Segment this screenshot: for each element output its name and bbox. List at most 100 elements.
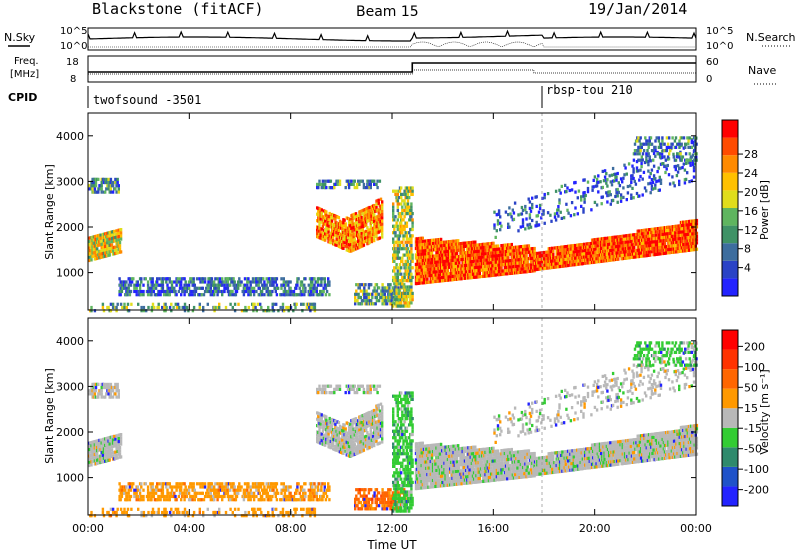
- power-cell: [570, 201, 574, 205]
- power-cell: [367, 286, 371, 290]
- power-cell: [472, 263, 476, 267]
- power-cell: [176, 277, 179, 281]
- power-cell: [657, 136, 661, 140]
- power-cell: [367, 295, 371, 300]
- power-cell: [438, 276, 442, 280]
- power-cell: [364, 299, 367, 303]
- noise-tick-right-high: 10^5: [706, 26, 733, 37]
- power-cell: [319, 182, 322, 186]
- power-cell: [580, 204, 583, 208]
- power-cell: [688, 152, 691, 156]
- power-cell: [117, 190, 120, 194]
- power-cell: [402, 243, 405, 248]
- power-cell: [96, 247, 99, 251]
- power-cell: [678, 139, 681, 143]
- power-cell: [625, 240, 628, 244]
- y-tick-label: 3000: [56, 175, 84, 188]
- power-cell: [519, 225, 522, 229]
- power-cell: [133, 283, 136, 287]
- power-cell: [601, 195, 604, 199]
- power-cell: [626, 184, 630, 189]
- power-cell: [149, 277, 152, 281]
- power-cell: [658, 155, 662, 159]
- power-cell: [376, 199, 379, 203]
- power-cell: [173, 286, 176, 290]
- power-cell: [663, 142, 666, 146]
- power-cell: [648, 139, 651, 143]
- power-cell: [90, 258, 93, 262]
- power-cell: [690, 155, 694, 159]
- power-cell: [277, 309, 280, 313]
- power-cell: [499, 228, 502, 232]
- power-cell: [510, 242, 513, 247]
- power-cell: [428, 248, 431, 252]
- velocity-cell: [96, 455, 99, 459]
- y-tick-label: 2000: [56, 221, 84, 234]
- power-cell: [367, 179, 370, 183]
- power-cell: [650, 250, 653, 254]
- power-cell: [403, 215, 406, 219]
- power-cell: [397, 288, 401, 292]
- power-cell: [223, 280, 226, 284]
- power-cell: [275, 283, 279, 287]
- power-cell: [377, 198, 380, 202]
- noise-panel: N.Sky N.Search 10^5 10^0 10^5 10^0: [4, 26, 796, 52]
- power-cell: [667, 157, 671, 161]
- power-cell: [406, 291, 410, 295]
- power-cell: [651, 180, 655, 185]
- power-cell: [541, 196, 544, 200]
- power-cell: [415, 269, 419, 273]
- power-cell: [312, 293, 315, 297]
- power-cell: [352, 235, 355, 239]
- power-cell: [145, 309, 148, 313]
- power-cell: [106, 241, 109, 245]
- power-cell: [117, 187, 120, 191]
- power-cell: [421, 252, 424, 256]
- power-cell: [404, 259, 407, 263]
- power-cell: [187, 283, 191, 287]
- power-cell: [535, 195, 538, 199]
- velocity-cell: [114, 437, 117, 441]
- power-cell: [315, 289, 318, 294]
- power-cell: [144, 277, 147, 281]
- power-cell: [476, 243, 479, 247]
- power-cell: [654, 186, 657, 190]
- power-cell: [501, 259, 504, 264]
- power-cell: [649, 136, 653, 140]
- power-cell: [632, 196, 635, 200]
- power-cell: [341, 227, 344, 231]
- power-cell: [671, 142, 674, 146]
- power-cell: [244, 286, 248, 290]
- power-cell: [284, 293, 288, 297]
- power-cell: [565, 189, 568, 194]
- power-cell: [610, 173, 614, 177]
- power-cell: [394, 231, 397, 235]
- power-cell: [102, 309, 106, 313]
- colorbar-segment: [722, 208, 738, 226]
- power-cell: [652, 151, 656, 156]
- power-cell: [410, 250, 413, 254]
- power-cell: [111, 190, 115, 194]
- power-cell: [496, 244, 500, 248]
- power-cell: [609, 193, 612, 197]
- power-cell: [347, 239, 351, 243]
- velocity-cell: [105, 392, 108, 396]
- power-cell: [375, 289, 379, 293]
- power-cell: [525, 217, 528, 221]
- power-cell: [444, 278, 447, 282]
- power-cell: [360, 215, 363, 220]
- power-cell: [552, 249, 555, 253]
- power-cell: [639, 149, 642, 153]
- power-cell: [381, 225, 384, 229]
- power-cell: [641, 152, 645, 156]
- power-cell: [107, 305, 110, 310]
- velocity-cell: [108, 458, 111, 462]
- power-cell: [498, 269, 501, 273]
- power-cell: [549, 213, 552, 217]
- power-cell: [654, 233, 658, 237]
- power-cell: [214, 286, 217, 290]
- power-cell: [472, 256, 476, 260]
- power-cell: [275, 277, 279, 281]
- power-cell: [281, 302, 285, 306]
